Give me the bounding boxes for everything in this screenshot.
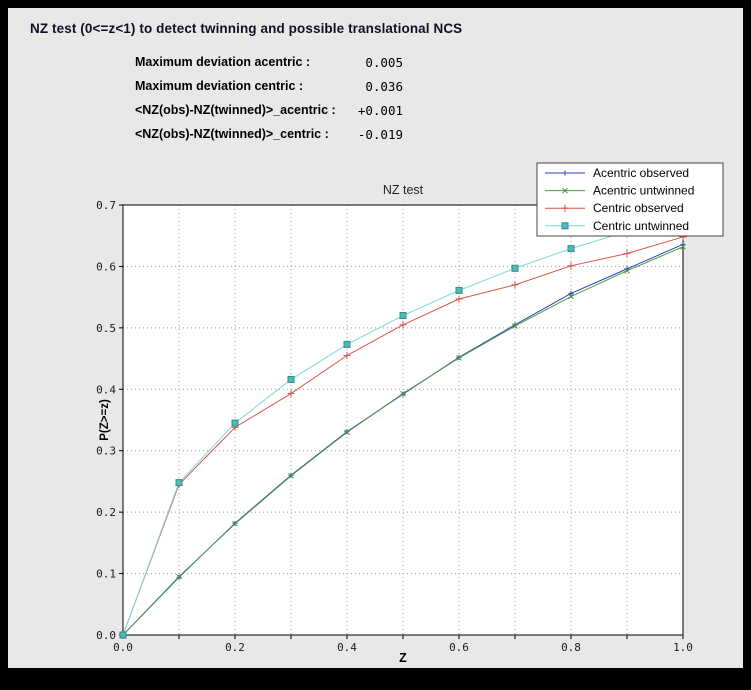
y-tick-label: 0.1 [96, 568, 116, 581]
plot-panel: NZ test (0<=z<1) to detect twinning and … [8, 8, 743, 668]
stat-label: <NZ(obs)-NZ(twinned)>_acentric : [135, 103, 336, 117]
y-tick-label: 0.0 [96, 629, 116, 642]
legend-label: Centric untwinned [593, 219, 689, 233]
legend-label: Centric observed [593, 201, 684, 215]
legend-item-acentric-untwinned: Acentric untwinned [545, 184, 694, 198]
legend-item-centric-observed: Centric observed [545, 201, 684, 215]
y-tick-label: 0.3 [96, 445, 116, 458]
x-tick-label: 0.2 [225, 641, 245, 654]
y-tick-label: 0.5 [96, 322, 116, 335]
stat-value: 0.005 [365, 55, 403, 70]
stat-value: -0.019 [357, 127, 403, 142]
stats-block: Maximum deviation acentric : 0.005 Maxim… [135, 55, 403, 151]
page-title: NZ test (0<=z<1) to detect twinning and … [30, 21, 463, 36]
x-tick-label: 1.0 [673, 641, 693, 654]
legend-item-acentric-observed: Acentric observed [545, 166, 689, 180]
legend: Acentric observed Acentric untwinned Centr… [536, 162, 724, 237]
x-tick-label: 0.4 [337, 641, 357, 654]
legend-label: Acentric untwinned [593, 184, 694, 198]
stat-row: <NZ(obs)-NZ(twinned)>_centric : -0.019 [135, 127, 403, 151]
stat-label: <NZ(obs)-NZ(twinned)>_centric : [135, 127, 329, 141]
x-tick-label: 0.6 [449, 641, 469, 654]
chart-title: NZ test [383, 183, 424, 197]
x-tick-label: 0.0 [113, 641, 133, 654]
y-axis-label: P(Z>=z) [99, 399, 111, 441]
x-axis-label: Z [399, 651, 407, 665]
y-tick-label: 0.4 [96, 383, 116, 396]
y-tick-label: 0.2 [96, 506, 116, 519]
stat-label: Maximum deviation centric : [135, 79, 304, 93]
stat-value: +0.001 [357, 103, 403, 118]
stat-label: Maximum deviation acentric : [135, 55, 311, 69]
y-tick-label: 0.7 [96, 199, 116, 212]
y-tick-label: 0.6 [96, 260, 116, 273]
nz-test-chart: 0.0 0.2 0.4 0.6 0.8 1.0 0.0 0.1 0.2 0.3 0.4 0.5 0.6 0… [96, 162, 724, 665]
series-centric-observed [119, 233, 687, 639]
chart: 0.0 0.2 0.4 0.6 0.8 1.0 0.0 0.1 0.2 0.3 0.4 0.5 0.6 0… [8, 148, 743, 668]
x-tick-label: 0.8 [561, 641, 581, 654]
stat-row: <NZ(obs)-NZ(twinned)>_acentric : +0.001 [135, 103, 403, 127]
legend-label: Acentric observed [593, 166, 689, 180]
stat-value: 0.036 [365, 79, 403, 94]
stat-row: Maximum deviation acentric : 0.005 [135, 55, 403, 79]
stat-row: Maximum deviation centric : 0.036 [135, 79, 403, 103]
tick-labels: 0.0 0.2 0.4 0.6 0.8 1.0 0.0 0.1 0.2 0.3 0.4 0.5 0.6 0… [96, 199, 693, 654]
plot-area [123, 205, 683, 635]
legend-item-centric-untwinned: Centric untwinned [545, 219, 689, 233]
